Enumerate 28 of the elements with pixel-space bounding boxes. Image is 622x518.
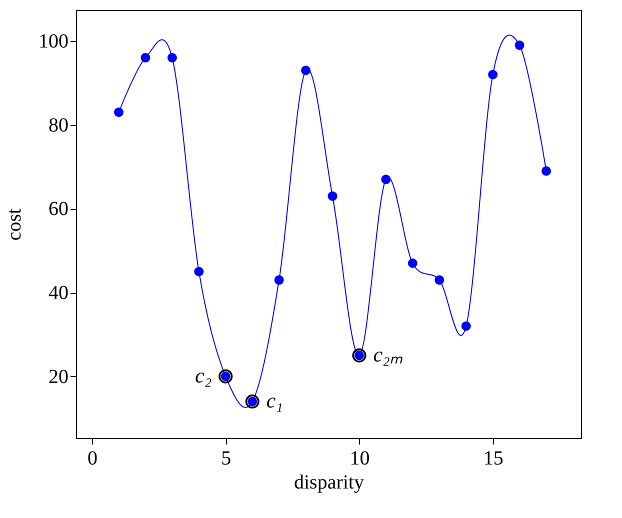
- y-tick-label: 100: [38, 30, 68, 53]
- x-tick-label: 10: [350, 448, 370, 470]
- annotation: c₂: [195, 363, 212, 388]
- point: [328, 191, 338, 201]
- point: [274, 275, 284, 285]
- point: [114, 108, 124, 118]
- x-tick-label: 15: [483, 448, 504, 470]
- point: [140, 53, 150, 63]
- point: [301, 66, 311, 76]
- point: [167, 53, 177, 63]
- y-tick-label: 20: [48, 366, 68, 388]
- point: [434, 275, 444, 285]
- annotation: c₂ₘ: [373, 342, 403, 366]
- x-axis-title: disparity: [294, 472, 364, 494]
- point: [514, 40, 524, 50]
- x-tick-label: 0: [88, 448, 98, 470]
- point: [488, 70, 498, 80]
- annotation: c₁: [266, 388, 283, 413]
- y-tick-label: 60: [48, 198, 68, 220]
- point: [381, 174, 391, 184]
- point: [461, 321, 471, 331]
- x-tick-label: 5: [221, 448, 232, 470]
- y-axis-title: cost: [4, 208, 26, 241]
- y-tick-label: 80: [48, 114, 68, 136]
- point: [542, 166, 552, 176]
- point: [194, 266, 204, 276]
- y-tick-label: 40: [48, 282, 68, 304]
- point: [408, 258, 418, 268]
